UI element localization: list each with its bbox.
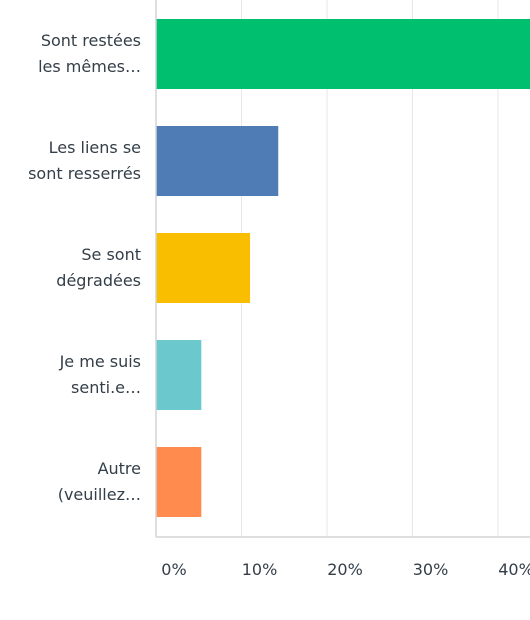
bar-3 [156,340,202,410]
category-label-line: Se sont [81,245,141,264]
category-label-2: Se sont dégradées [56,245,141,290]
category-label-1: Les liens se sont resserrés [28,138,141,183]
x-tick-label: 30% [413,560,449,579]
category-label-line: les mêmes… [38,57,141,76]
category-label-line: Je me suis [59,352,141,371]
category-label-4: Autre (veuillez… [58,459,141,504]
bar-4 [156,447,202,517]
category-label-line: senti.e… [71,378,141,397]
x-tick-label: 20% [327,560,363,579]
bar-2 [156,233,251,303]
axes [155,0,530,538]
x-tick-label: 0% [161,560,186,579]
category-label-line: sont resserrés [28,164,141,183]
category-labels: Sont restées les mêmes… Les liens se sont r… [28,31,141,504]
category-label-line: Les liens se [49,138,141,157]
bar-1 [156,126,279,196]
category-label-line: dégradées [56,271,141,290]
category-label-line: Autre [98,459,141,478]
category-label-line: (veuillez… [58,485,141,504]
bars [156,19,530,517]
x-tick-label: 40% [498,560,530,579]
x-tick-labels: 0% 10% 20% 30% 40% [161,560,530,579]
bar-0 [156,19,530,89]
x-tick-label: 10% [242,560,278,579]
category-label-line: Sont restées [41,31,141,50]
category-label-0: Sont restées les mêmes… [38,31,141,76]
category-label-3: Je me suis senti.e… [59,352,141,397]
